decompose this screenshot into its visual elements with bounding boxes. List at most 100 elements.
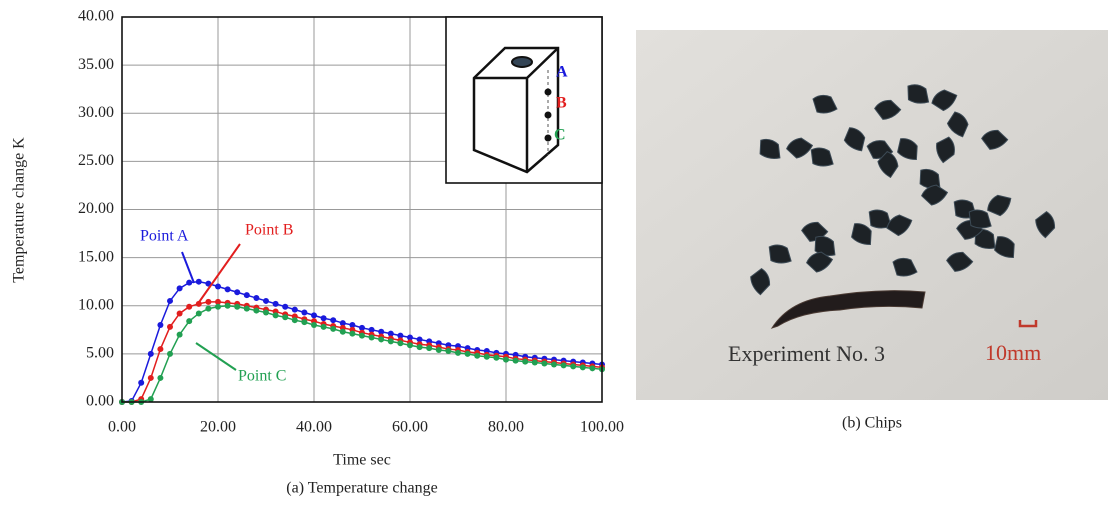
data-point: [186, 304, 192, 310]
x-tick-label: 20.00: [200, 419, 236, 436]
data-point: [292, 317, 298, 323]
data-point: [397, 340, 403, 346]
caption: (b) Chips: [842, 415, 902, 432]
data-point: [513, 358, 519, 364]
series-label: Point C: [238, 368, 286, 385]
data-point: [321, 324, 327, 330]
data-point: [465, 351, 471, 357]
data-point: [503, 357, 509, 363]
x-axis-title: Time sec: [333, 452, 391, 469]
y-tick-label: 35.00: [78, 56, 114, 73]
data-point: [301, 319, 307, 325]
series-line: [122, 282, 602, 402]
x-tick-label: 60.00: [392, 419, 428, 436]
data-point: [196, 310, 202, 316]
inset: A B C: [446, 17, 602, 183]
y-tick-label: 5.00: [86, 345, 114, 362]
data-point: [493, 355, 499, 361]
probe: [545, 89, 552, 96]
data-point: [369, 335, 375, 341]
x-tick-label: 100.00: [580, 419, 624, 436]
data-point: [551, 361, 557, 367]
data-point: [148, 351, 154, 357]
data-point: [311, 312, 317, 318]
data-point: [157, 375, 163, 381]
inset-label: B: [556, 95, 567, 112]
data-point: [205, 306, 211, 312]
data-point: [263, 309, 269, 315]
data-point: [225, 286, 231, 292]
x-tick-label: 80.00: [488, 419, 524, 436]
y-tick-label: 20.00: [78, 200, 114, 217]
data-point: [196, 279, 202, 285]
y-tick-label: 40.00: [78, 8, 114, 25]
data-point: [532, 360, 538, 366]
data-point: [301, 309, 307, 315]
y-tick-label: 25.00: [78, 152, 114, 169]
figure: Point APoint BPoint C A B C Time sec (a)…: [0, 0, 1110, 504]
data-point: [234, 304, 240, 310]
data-point: [263, 298, 269, 304]
data-point: [445, 348, 451, 354]
data-point: [167, 351, 173, 357]
data-point: [349, 331, 355, 337]
data-point: [311, 322, 317, 328]
x-tick-label: 0.00: [108, 419, 136, 436]
data-point: [484, 354, 490, 360]
scale-label: 10mm: [985, 340, 1041, 365]
data-point: [282, 304, 288, 310]
data-point: [244, 306, 250, 312]
hole: [512, 57, 532, 67]
plot: Point A Point B Point C: [119, 222, 605, 405]
annotation-leader: [196, 343, 236, 370]
data-point: [273, 312, 279, 318]
probe: [545, 112, 552, 119]
data-point: [589, 365, 595, 371]
inset-label: A: [556, 64, 568, 81]
data-point: [157, 322, 163, 328]
data-point: [157, 346, 163, 352]
data-point: [292, 307, 298, 313]
y-tick-label: 30.00: [78, 104, 114, 121]
data-point: [177, 332, 183, 338]
annotation-leader: [182, 252, 194, 283]
data-point: [570, 363, 576, 369]
photo-label: Experiment No. 3: [728, 341, 885, 366]
data-point: [215, 284, 221, 290]
y-tick-label: 10.00: [78, 296, 114, 313]
data-point: [407, 342, 413, 348]
data-point: [455, 350, 461, 356]
inset-label: C: [554, 127, 566, 144]
series-label: Point B: [245, 222, 293, 239]
data-point: [580, 364, 586, 370]
inset-frame: [446, 17, 602, 183]
y-tick-label: 0.00: [86, 393, 114, 410]
data-point: [522, 359, 528, 365]
series-label: Point A: [140, 228, 189, 245]
data-point: [225, 303, 231, 309]
data-point: [177, 310, 183, 316]
y-tick-label: 15.00: [78, 248, 114, 265]
data-point: [234, 289, 240, 295]
data-point: [561, 362, 567, 368]
data-point: [138, 380, 144, 386]
data-point: [253, 295, 259, 301]
data-point: [244, 292, 250, 298]
data-point: [186, 318, 192, 324]
data-point: [205, 299, 211, 305]
data-point: [282, 314, 288, 320]
data-point: [167, 298, 173, 304]
data-point: [253, 308, 259, 314]
data-point: [378, 336, 384, 342]
data-point: [273, 301, 279, 307]
data-point: [340, 329, 346, 335]
data-point: [388, 338, 394, 344]
x-tick-label: 40.00: [296, 419, 332, 436]
data-point: [186, 280, 192, 286]
data-point: [148, 375, 154, 381]
data-point: [321, 315, 327, 321]
data-point: [359, 333, 365, 339]
probe: [545, 135, 552, 142]
data-point: [417, 344, 423, 350]
data-point: [330, 317, 336, 323]
